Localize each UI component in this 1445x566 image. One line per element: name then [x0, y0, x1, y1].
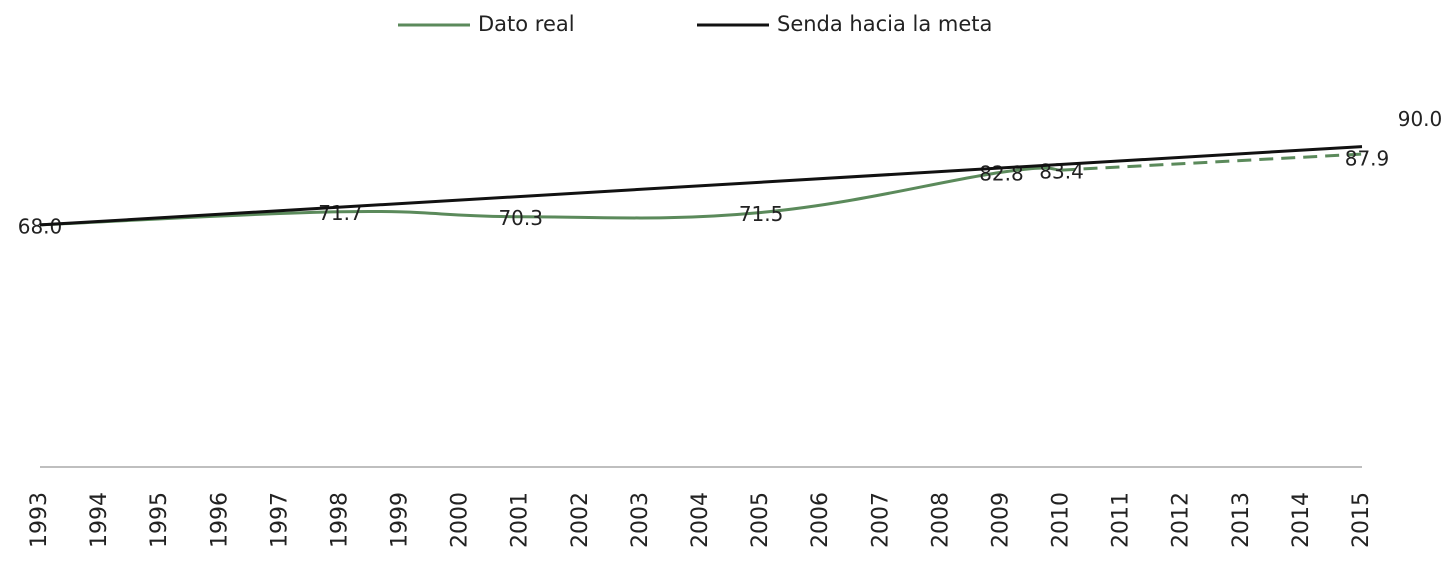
x-tick-label: 2006 — [808, 492, 833, 548]
x-tick-label: 2007 — [868, 492, 893, 548]
x-tick-label: 1994 — [87, 492, 112, 548]
x-tick-label: 2015 — [1349, 492, 1374, 548]
x-tick-label: 2002 — [568, 492, 593, 548]
x-tick-label: 2014 — [1289, 492, 1314, 548]
series-line — [39, 166, 1062, 227]
x-tick-label: 2000 — [448, 492, 473, 548]
x-tick-label: 2013 — [1229, 492, 1254, 548]
x-tick-label: 1993 — [27, 492, 52, 548]
x-tick-label: 2012 — [1169, 492, 1194, 548]
x-tick-label: 2001 — [508, 492, 533, 548]
data-label: 90.0 — [1398, 107, 1443, 131]
legend-label: Dato real — [478, 12, 575, 36]
x-tick-label: 1999 — [388, 492, 413, 548]
x-tick-label: 2009 — [988, 492, 1013, 548]
data-label: 68.0 — [18, 214, 63, 238]
data-label: 71.5 — [739, 202, 784, 226]
x-tick-label: 2003 — [628, 492, 653, 548]
x-tick-label: 1996 — [207, 492, 232, 548]
x-tick-label: 2010 — [1049, 492, 1074, 548]
x-tick-label: 2011 — [1109, 492, 1134, 548]
x-tick-label: 2008 — [928, 492, 953, 548]
legend-label: Senda hacia la meta — [777, 12, 992, 36]
x-tick-label: 2005 — [748, 492, 773, 548]
x-tick-label: 1995 — [147, 492, 172, 548]
data-label: 87.9 — [1345, 147, 1390, 171]
data-label: 82.8 — [979, 162, 1024, 186]
series-line — [39, 145, 1363, 227]
data-label: 70.3 — [498, 206, 543, 230]
projection-line — [1061, 152, 1363, 172]
x-tick-label: 2004 — [688, 492, 713, 548]
x-tick-label: 1998 — [327, 492, 352, 548]
x-tick-label: 1997 — [267, 492, 292, 548]
